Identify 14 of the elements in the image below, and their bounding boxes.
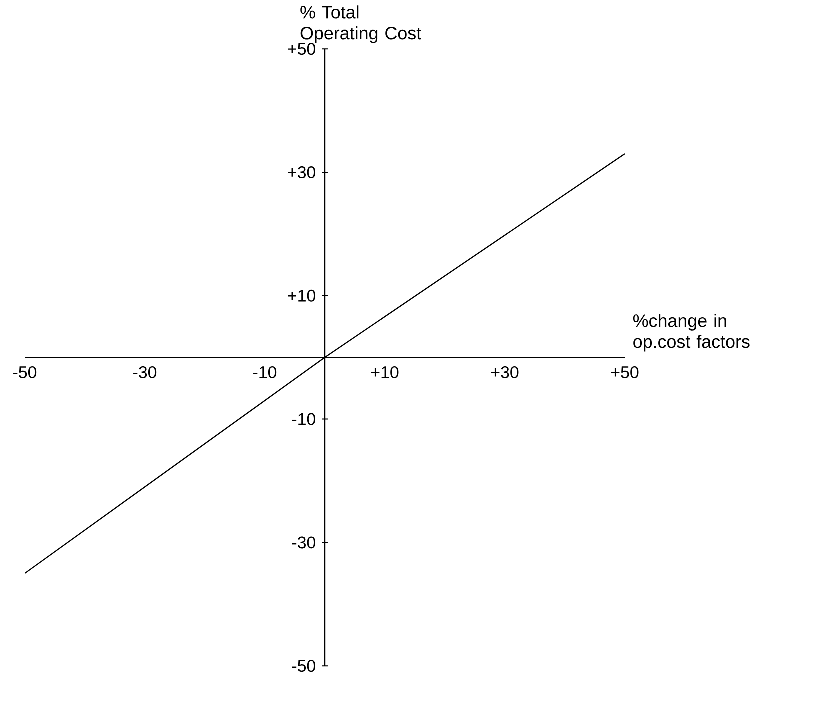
y-axis-title: % Total Operating Cost — [300, 6, 422, 44]
x-tick-label: +10 — [371, 366, 399, 379]
y-tick-label: +10 — [288, 290, 316, 302]
y-tick-label: +50 — [288, 43, 316, 56]
x-tick-label: -30 — [134, 366, 157, 379]
x-tick-label: +30 — [491, 366, 519, 379]
y-tick-label: -10 — [292, 414, 316, 426]
x-tick-label: -50 — [14, 366, 37, 379]
x-tick-label: -10 — [254, 366, 277, 379]
y-tick-label: +30 — [288, 166, 316, 179]
x-axis-title: %change in op.cost factors — [633, 314, 750, 352]
y-tick-label: -30 — [292, 536, 316, 549]
y-tick-label: -50 — [292, 660, 316, 672]
x-tick-label: +50 — [611, 366, 639, 379]
